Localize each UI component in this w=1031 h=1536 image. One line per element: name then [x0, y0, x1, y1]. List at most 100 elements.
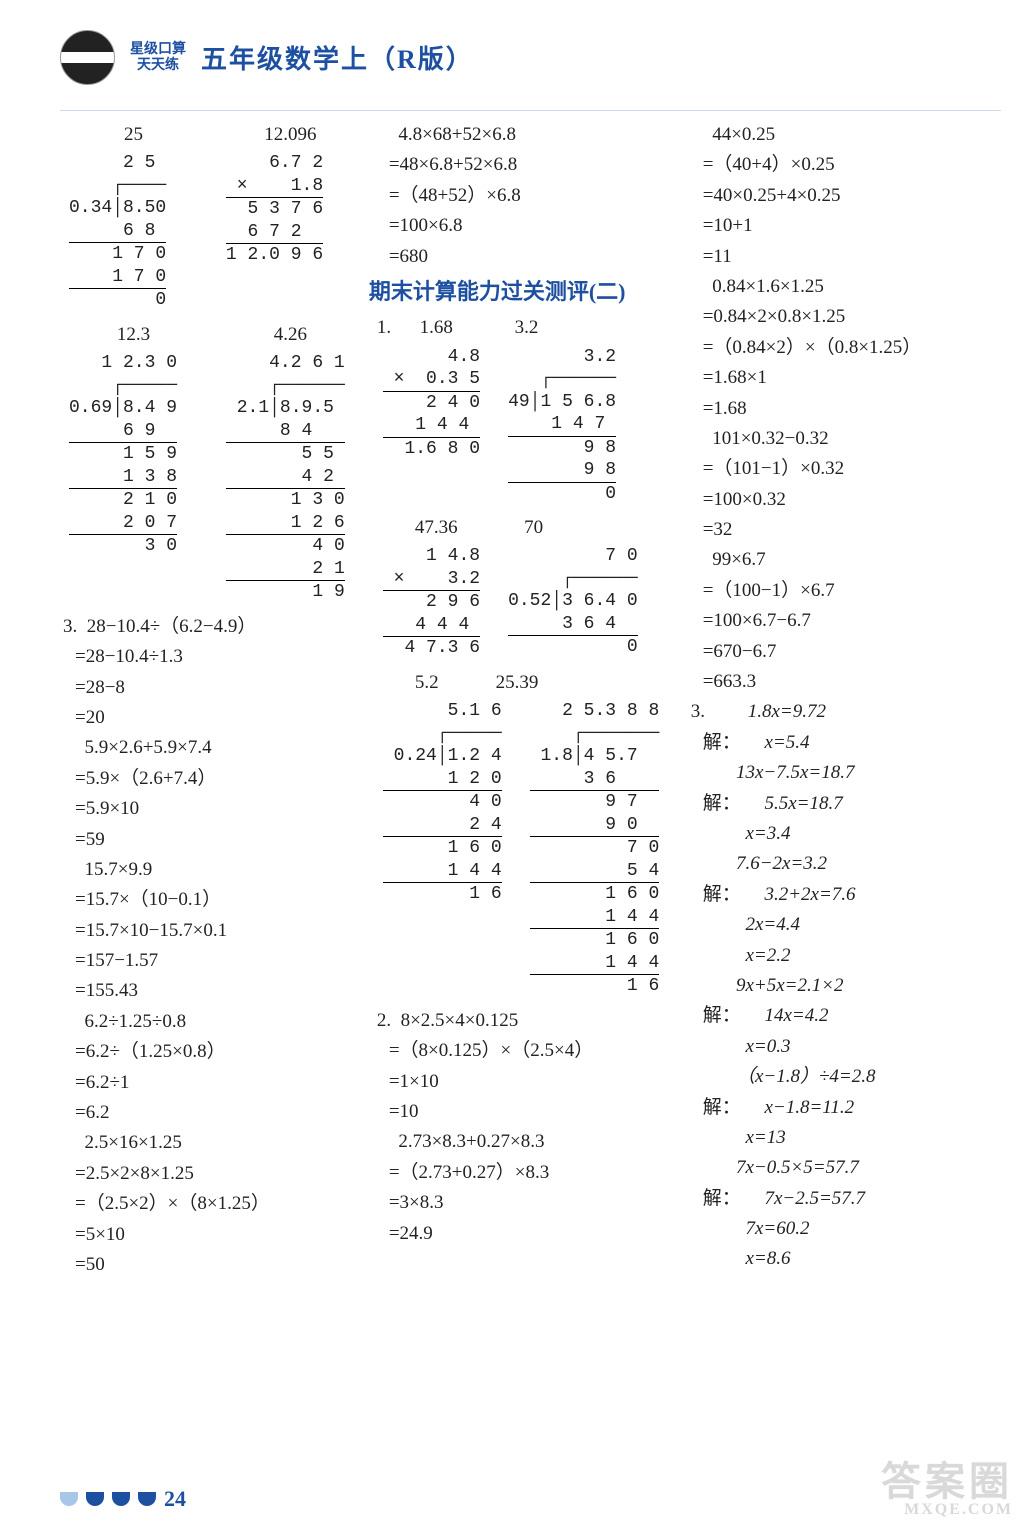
- c2-pair2: 1 4.8 × 3.2 2 9 6 4 4 4 4 7.3 6 7 0 ┌───…: [369, 543, 673, 668]
- eq-line: =（40+4）×0.25: [683, 150, 1001, 180]
- eq-step: x=2.2: [683, 941, 1001, 971]
- eq-line: 5.9×2.6+5.9×7.4: [55, 733, 359, 763]
- c1p3-label: 3. 28−10.4÷（6.2−4.9）: [55, 612, 359, 642]
- c1p1-ans-a: 25: [65, 120, 202, 150]
- eq-line: =6.2÷（1.25×0.8）: [55, 1037, 359, 1067]
- eq-line: 6.2÷1.25÷0.8: [55, 1007, 359, 1037]
- eq-question: 7.6−2x=3.2: [683, 849, 1001, 879]
- eq-line: =32: [683, 515, 1001, 545]
- eq-step: x=0.3: [683, 1032, 1001, 1062]
- c3-problem-3: 3. 1.8x=9.72 解： x=5.4 13x−7.5x=18.7解： 5.…: [683, 697, 1001, 1274]
- c1p3-lines: =28−10.4÷1.3=28−8=20 5.9×2.6+5.9×7.4 =5.9…: [55, 642, 359, 1280]
- c2p2-lines: =（8×0.125）×（2.5×4）=1×10=10 2.73×8.3+0.27…: [369, 1036, 673, 1249]
- eq-line: =（101−1）×0.32: [683, 454, 1001, 484]
- eq-question: 7x−0.5×5=57.7: [683, 1153, 1001, 1183]
- content: 25 2 5 ┌──── 0.34│8.50 6 8 1 7 0 1 7 0 0…: [55, 120, 1001, 1476]
- eq-step: x=8.6: [683, 1244, 1001, 1274]
- c2-pair3: 5.1 6 ┌───── 0.24│1.2 4 1 2 0 4 0 2 4 1 …: [369, 698, 673, 1006]
- eq-line: =3×8.3: [369, 1188, 673, 1218]
- eq-line: =5×10: [55, 1220, 359, 1250]
- column-2: 4.8×68+52×6.8=48×6.8+52×6.8=（48+52）×6.8=…: [369, 120, 673, 1476]
- cartoon-logo-icon: [60, 30, 115, 85]
- c3p3-lines: 解： x=5.4 13x−7.5x=18.7解： 5.5x=18.7 x=3.4…: [683, 728, 1001, 1275]
- eq-step: 解： 7x−2.5=57.7: [683, 1184, 1001, 1214]
- c2-ldiv-a: 3.2 ┌────── 49│1 5 6.8 1 4 7 9 8 9 8 0: [508, 346, 616, 506]
- c1-longdiv-3: 4.2 6 1 ┌────── 2.1│8.9.5 8 4 5 5 4 2 1 …: [226, 352, 345, 604]
- footer-dot-icon: [112, 1492, 130, 1506]
- eq-line: =1.68: [683, 394, 1001, 424]
- c1p2-ans-a: 12.3: [65, 320, 202, 350]
- eq-line: =50: [55, 1250, 359, 1280]
- c1p2-ans-b: 4.26: [222, 320, 359, 350]
- eq-line: =680: [369, 242, 673, 272]
- eq-question: 9x+5x=2.1×2: [683, 971, 1001, 1001]
- eq-line: =（2.5×2）×（8×1.25）: [55, 1189, 359, 1219]
- c2-ldiv-c: 5.1 6 ┌───── 0.24│1.2 4 1 2 0 4 0 2 4 1 …: [383, 700, 502, 998]
- eq-line: =100×6.7−6.7: [683, 606, 1001, 636]
- c1-problem-3: 3. 28−10.4÷（6.2−4.9） =28−10.4÷1.3=28−8=2…: [55, 612, 359, 1281]
- c1-pair2: 12.3 1 2.3 0 ┌───── 0.69│8.4 9 6 9 1 5 9…: [55, 320, 359, 612]
- page-title: 五年级数学上（R版）: [201, 39, 474, 76]
- c2-mul-a: 4.8 × 0.3 5 2 4 0 1 4 4 1.6 8 0: [383, 346, 480, 506]
- watermark-main: 答案圈: [881, 1459, 1013, 1504]
- c3p3-label: 3. 1.8x=9.72: [683, 697, 1001, 727]
- c2-pair2-ans: 47.36 70: [369, 513, 673, 543]
- footer-dot-icon: [138, 1492, 156, 1506]
- eq-line: =100×0.32: [683, 485, 1001, 515]
- eq-line: =1×10: [369, 1067, 673, 1097]
- eq-line: =663.3: [683, 667, 1001, 697]
- column-3: 44×0.25=（40+4）×0.25=40×0.25+4×0.25=10+1=…: [683, 120, 1001, 1476]
- eq-line: =1.68×1: [683, 363, 1001, 393]
- logo-bubble: 星级口算 天天练: [130, 42, 186, 73]
- eq-question: （x−1.8）÷4=2.8: [683, 1062, 1001, 1092]
- eq-line: =155.43: [55, 976, 359, 1006]
- eq-line: =2.5×2×8×1.25: [55, 1159, 359, 1189]
- eq-line: =670−6.7: [683, 637, 1001, 667]
- c2-mul-b: 1 4.8 × 3.2 2 9 6 4 4 4 4 7.3 6: [383, 545, 480, 660]
- c2-ldiv-d: 2 5.3 8 8 ┌─────── 1.8│4 5.7 3 6 9 7 9 0…: [530, 700, 660, 998]
- eq-line: =5.9×10: [55, 794, 359, 824]
- eq-line: 0.84×1.6×1.25: [683, 272, 1001, 302]
- page-header: 星级口算 天天练 五年级数学上（R版）: [60, 30, 474, 85]
- eq-line: =24.9: [369, 1219, 673, 1249]
- eq-line: 2.73×8.3+0.27×8.3: [369, 1127, 673, 1157]
- eq-line: 2.5×16×1.25: [55, 1128, 359, 1158]
- eq-step: 解： x=5.4: [683, 728, 1001, 758]
- eq-line: =（48+52）×6.8: [369, 181, 673, 211]
- bubble-line1: 星级口算: [130, 42, 186, 57]
- eq-line: =0.84×2×0.8×1.25: [683, 302, 1001, 332]
- eq-line: =100×6.8: [369, 211, 673, 241]
- page-footer: 24: [60, 1486, 186, 1512]
- eq-step: 解： x−1.8=11.2: [683, 1093, 1001, 1123]
- c2-p1-label: 1. 1.68 3.2: [369, 313, 673, 343]
- c1-longdiv-1: 2 5 ┌──── 0.34│8.50 6 8 1 7 0 1 7 0 0: [69, 152, 166, 312]
- c1p1-ans-b: 12.096: [222, 120, 359, 150]
- eq-line: =59: [55, 825, 359, 855]
- bubble-line2: 天天练: [130, 58, 186, 73]
- eq-step: x=13: [683, 1123, 1001, 1153]
- eq-line: =20: [55, 703, 359, 733]
- eq-line: 15.7×9.9: [55, 855, 359, 885]
- c2p2-first: 2. 8×2.5×4×0.125: [369, 1006, 673, 1036]
- section-title: 期末计算能力过关测评(二): [369, 274, 673, 309]
- eq-line: =28−8: [55, 673, 359, 703]
- eq-line: =（0.84×2）×（0.8×1.25）: [683, 333, 1001, 363]
- c3-top-eqs: 44×0.25=（40+4）×0.25=40×0.25+4×0.25=10+1=…: [683, 120, 1001, 697]
- eq-line: =15.7×10−15.7×0.1: [55, 916, 359, 946]
- header-rule: [60, 110, 1001, 111]
- eq-line: 4.8×68+52×6.8: [369, 120, 673, 150]
- eq-line: =（8×0.125）×（2.5×4）: [369, 1036, 673, 1066]
- eq-step: 解： 5.5x=18.7: [683, 789, 1001, 819]
- c2-top-eqs: 4.8×68+52×6.8=48×6.8+52×6.8=（48+52）×6.8=…: [369, 120, 673, 272]
- eq-line: =157−1.57: [55, 946, 359, 976]
- eq-line: =28−10.4÷1.3: [55, 642, 359, 672]
- eq-line: =15.7×（10−0.1）: [55, 885, 359, 915]
- eq-step: 解： 3.2+2x=7.6: [683, 880, 1001, 910]
- c1-longdiv-2: 1 2.3 0 ┌───── 0.69│8.4 9 6 9 1 5 9 1 3 …: [69, 352, 177, 558]
- page-number: 24: [164, 1486, 186, 1512]
- c2-pair1: 4.8 × 0.3 5 2 4 0 1 4 4 1.6 8 0 3.2 ┌───…: [369, 344, 673, 514]
- eq-line: 44×0.25: [683, 120, 1001, 150]
- eq-line: =（100−1）×6.7: [683, 576, 1001, 606]
- c2-ldiv-b: 7 0 ┌────── 0.52│3 6.4 0 3 6 4 0: [508, 545, 638, 660]
- watermark-sub: MXQE.COM: [881, 1502, 1013, 1518]
